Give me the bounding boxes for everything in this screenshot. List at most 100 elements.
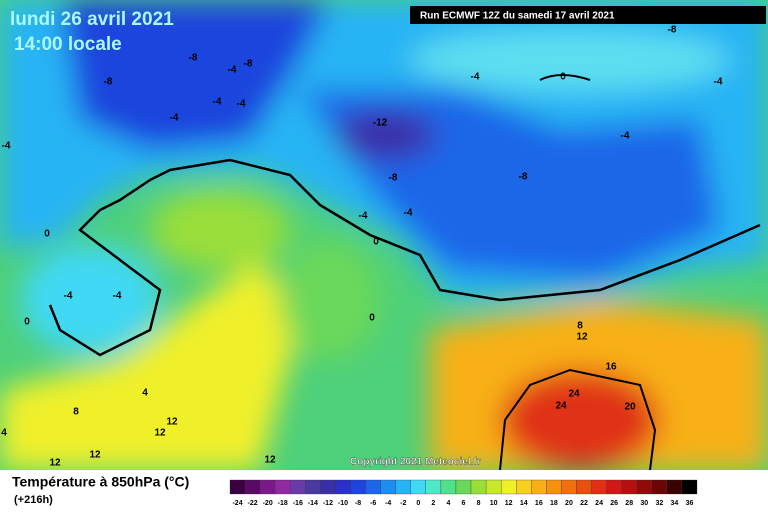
colorbar-tick: 34 [671, 500, 679, 507]
contour-label: -4 [404, 208, 413, 219]
contour-label: -8 [244, 59, 253, 70]
colorbar-tick: -12 [323, 500, 333, 507]
contour-label: -4 [237, 99, 246, 110]
colorbar-tick: -2 [400, 500, 406, 507]
forecast-time: 14:00 locale [14, 34, 122, 55]
colorbar-cell [516, 479, 532, 495]
colorbar-tick: 30 [640, 500, 648, 507]
colorbar-cell [485, 479, 502, 495]
contour-label: -4 [170, 113, 179, 124]
map-field: -8 -4 -8 -8 -4 -4 -4 -4 -4 -12 -8 -4 -4 0 -8 -4 0 -4 -4 -8 0… [0, 0, 768, 470]
contour-label: 0 [24, 317, 30, 328]
contour-label: 0 [369, 313, 375, 324]
contour-label: -4 [213, 97, 222, 108]
colorbar-cell [290, 479, 306, 495]
run-info: Run ECMWF 12Z du samedi 17 avril 2021 [420, 11, 615, 22]
colorbar-cell [305, 479, 321, 495]
colorbar-tick: -22 [248, 500, 258, 507]
colorbar-tick: 32 [655, 500, 663, 507]
colorbar-cell [531, 479, 547, 495]
colorbar-cell [681, 479, 698, 495]
colorbar-tick: 6 [462, 500, 466, 507]
contour-label: 24 [555, 401, 567, 412]
contour-label: 0 [44, 229, 50, 240]
colorbar-cell [425, 479, 442, 495]
colorbar-tick: 4 [446, 500, 450, 507]
contour-label: -8 [189, 53, 198, 64]
contour-label: 4 [142, 388, 148, 399]
colorbar-tick: 20 [565, 500, 573, 507]
contour-label: 8 [73, 407, 79, 418]
colorbar-cell [440, 479, 457, 495]
colorbar-tick: 22 [580, 500, 588, 507]
contour-label: 12 [576, 332, 588, 343]
colorbar-tick: 24 [595, 500, 603, 507]
contour-label: 0 [373, 237, 379, 248]
colorbar-cell [546, 479, 562, 495]
colorbar-cell [591, 479, 607, 495]
colorbar-cell [576, 479, 592, 495]
lead-time: (+216h) [14, 494, 53, 506]
contour-label: -8 [519, 172, 528, 183]
contour-label: -4 [228, 65, 237, 76]
colorbar-tick: -18 [278, 500, 288, 507]
colorbar-cell [666, 479, 683, 495]
colorbar-cell [470, 479, 487, 495]
contour-label: 12 [154, 428, 166, 439]
colorbar-cell [259, 479, 276, 495]
colorbar-cell [410, 479, 426, 495]
run-banner [410, 6, 766, 24]
colorbar-tick: -10 [338, 500, 348, 507]
colorbar-cell [621, 479, 637, 495]
colorbar-cell [244, 479, 261, 495]
colorbar-cell [636, 479, 652, 495]
contour-label: -8 [104, 77, 113, 88]
legend-title: Température à 850hPa (°C) [12, 474, 189, 490]
colorbar-tick: -4 [385, 500, 391, 507]
colorbar-tick: 10 [490, 500, 498, 507]
contour-label: 12 [264, 455, 276, 466]
contour-label: -4 [64, 291, 73, 302]
contour-label: -8 [668, 25, 677, 36]
colorbar-cell [606, 479, 622, 495]
contour-label: -4 [621, 131, 630, 142]
contour-label: 12 [49, 458, 61, 469]
contour-label: -4 [471, 72, 480, 83]
colorbar-cell [395, 479, 411, 495]
colorbar: -24 -22 -20 -18 -16 -14 -12 -10 -8 -6 -4 -2 0 2 4 6 8 10 1… [229, 479, 698, 507]
contour-label: 4 [1, 428, 7, 439]
colorbar-tick: -20 [263, 500, 273, 507]
colorbar-tick: 8 [477, 500, 481, 507]
colorbar-tick: -14 [308, 500, 318, 507]
colorbar-tick: 16 [535, 500, 543, 507]
colorbar-cell [350, 479, 366, 495]
colorbar-cell [380, 479, 396, 495]
colorbar-tick: -24 [232, 500, 242, 507]
colorbar-tick: 36 [686, 500, 694, 507]
forecast-date: lundi 26 avril 2021 [10, 9, 174, 30]
colorbar-tick: 2 [431, 500, 435, 507]
colorbar-cell [335, 479, 351, 495]
colorbar-cell [561, 479, 577, 495]
colorbar-cell [275, 479, 291, 495]
copyright: Copyright 2021 Meteociel.fr [350, 457, 481, 468]
contour-label: 0 [560, 72, 566, 83]
colorbar-cell [455, 479, 472, 495]
colorbar-cell [365, 479, 381, 495]
colorbar-cell [651, 479, 668, 495]
contour-label: 16 [605, 362, 617, 373]
contour-label: 24 [568, 389, 580, 400]
contour-label: 12 [89, 450, 101, 461]
colorbar-tick: -6 [370, 500, 376, 507]
contour-label: -12 [373, 118, 388, 129]
contour-label: -4 [2, 141, 11, 152]
contour-label: 12 [166, 417, 178, 428]
colorbar-tick: 28 [625, 500, 633, 507]
contour-label: -4 [714, 77, 723, 88]
colorbar-cell [320, 479, 336, 495]
colorbar-cell [229, 479, 246, 495]
colorbar-tick: 14 [520, 500, 528, 507]
colorbar-tick: -16 [293, 500, 303, 507]
colorbar-tick: 26 [610, 500, 618, 507]
